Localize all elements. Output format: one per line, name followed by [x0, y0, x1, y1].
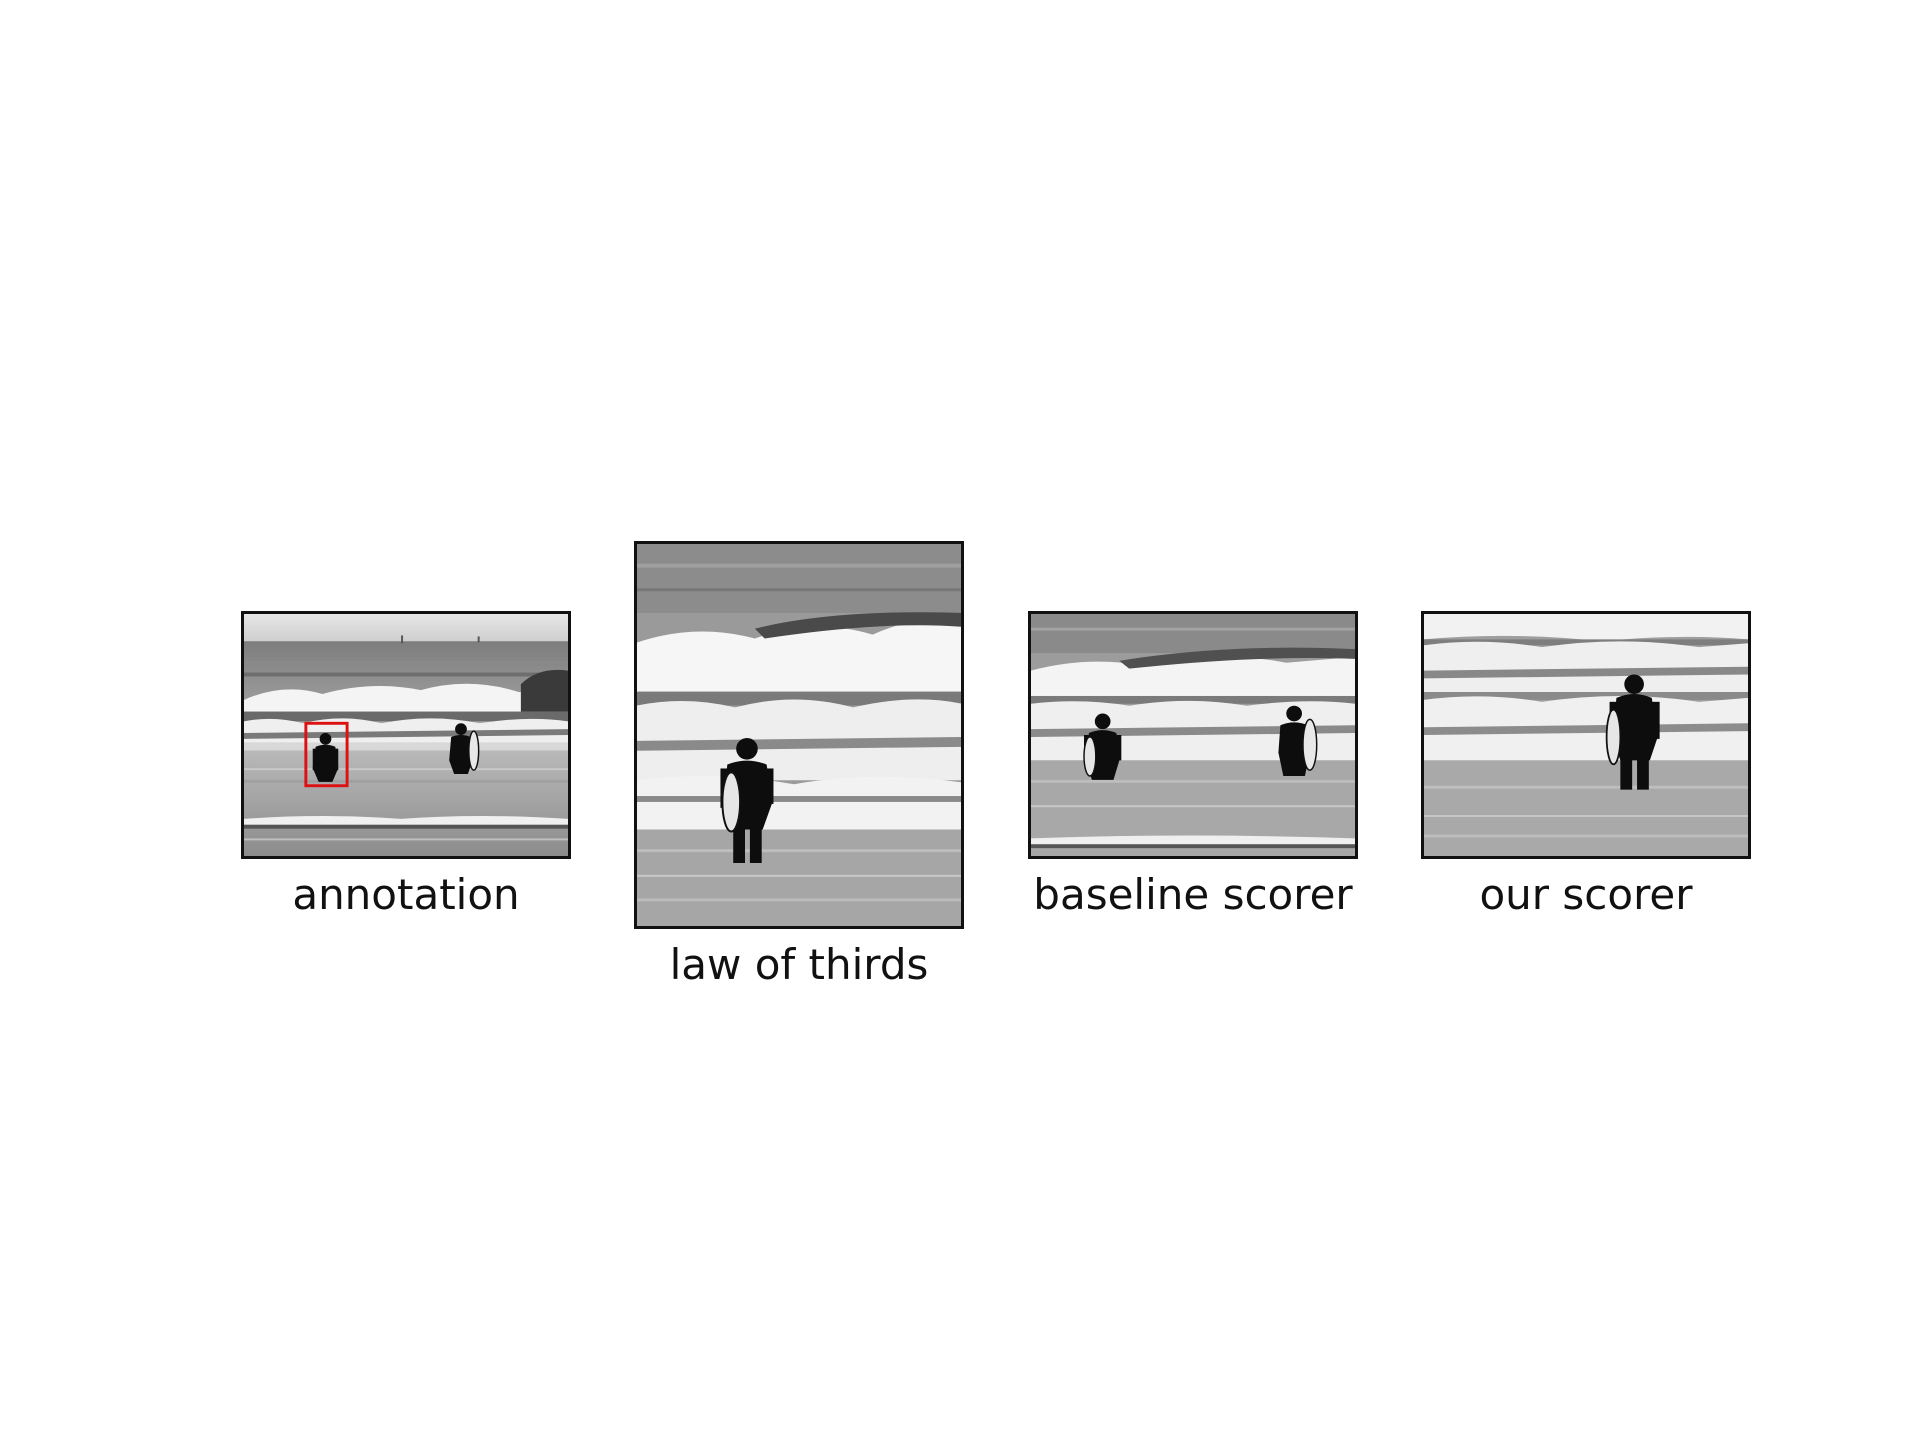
our-scorer-crop-photo	[1424, 614, 1748, 856]
baseline-scorer-caption: baseline scorer	[1033, 870, 1353, 919]
beach-surfers-photo	[244, 614, 568, 856]
law-of-thirds-panel-image	[634, 541, 964, 929]
our-scorer-caption: our scorer	[1479, 870, 1693, 919]
law-of-thirds-crop-photo	[637, 544, 961, 926]
our-scorer-panel-image	[1421, 611, 1751, 859]
annotation-panel-image	[241, 611, 571, 859]
baseline-scorer-panel-image	[1028, 611, 1358, 859]
law-of-thirds-caption: law of thirds	[669, 940, 929, 989]
baseline-scorer-crop-photo	[1031, 614, 1355, 856]
annotation-bounding-box	[304, 721, 349, 788]
annotation-caption: annotation	[292, 870, 520, 919]
